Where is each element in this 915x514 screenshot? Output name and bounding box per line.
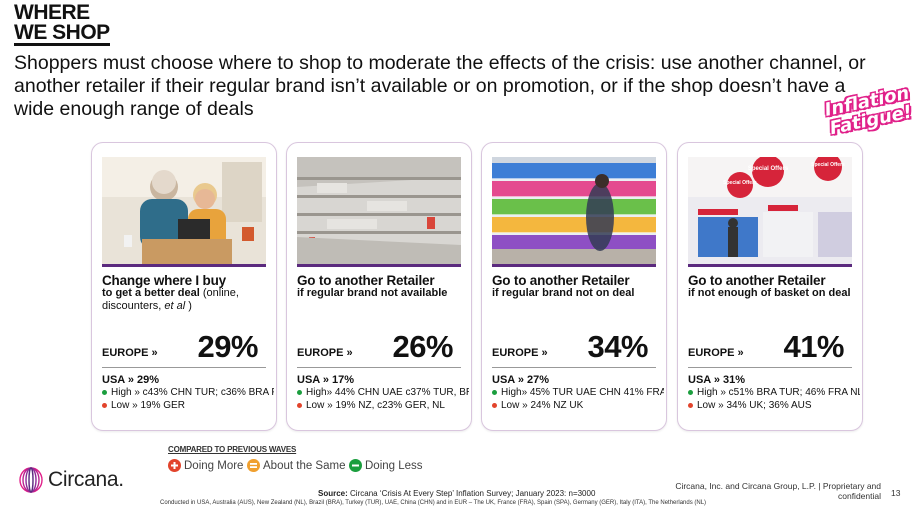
plus-icon [168,459,181,472]
card-subtitle-end: ) [185,300,192,312]
high-text: High» 44% CHN UAE c37% TUR, BRA [306,387,469,398]
card-title: Go to another Retailer [297,273,435,288]
card-divider [102,264,266,267]
europe-value: 29% [197,329,258,364]
usa-value: USA » 31% [688,374,746,386]
europe-label: EUROPE » [102,347,158,359]
low-text: Low » 19% GER [111,400,185,411]
minus-icon [349,459,362,472]
usa-value: USA » 17% [297,374,355,386]
red-dot-icon [102,402,107,408]
low-text: Low » 24% NZ UK [501,400,584,411]
card-subtitle: if not enough of basket on deal [688,287,858,300]
card-divider [688,264,852,267]
legend-doing-more: Doing More [168,459,243,472]
high-row: High » c43% CHN TUR; c36% BRA FR [102,387,274,399]
card-subtitle-bold: to get a better deal [102,287,200,299]
card-divider [492,264,656,267]
high-row: High » c51% BRA TUR; 46% FRA NL [688,387,860,399]
page-number: 13 [891,488,901,498]
circana-logo-mark-icon [19,467,43,493]
red-dot-icon [688,402,693,408]
high-text: High » c43% CHN TUR; c36% BRA FR [111,387,274,398]
source-note: Source: Circana ‘Crisis At Every Step’ I… [318,489,595,498]
proprietary-note: Circana, Inc. and Circana Group, L.P. | … [655,481,881,501]
legend-about-same: About the Same [247,459,345,472]
card-title: Change where I buy [102,273,226,288]
green-dot-icon [688,389,693,395]
card-subtitle-rest: (online, discounters, [102,287,239,312]
card-subtitle: to get a better deal (online, discounter… [102,287,272,313]
card-retailer-basket-on-deal: Special Offers Special Offers Special Of… [677,142,863,431]
green-dot-icon [102,389,107,395]
card-thin-divider [688,367,852,368]
low-text: Low » 19% NZ, c23% GER, NL [306,400,445,411]
card-retailer-brand-unavailable: Go to another Retailer if regular brand … [286,142,472,431]
usa-value: USA » 27% [492,374,550,386]
sign-text-special-offers: Special Offers [723,180,757,186]
card-subtitle-bold: if not enough of basket on deal [688,287,851,299]
sign-text-special-offers: Special Offers [748,166,789,172]
high-text: High» 45% TUR UAE CHN 41% FRA [501,387,664,398]
legend-doing-less: Doing Less [349,459,423,472]
low-row: Low » 19% NZ, c23% GER, NL [297,400,469,412]
europe-label: EUROPE » [492,347,548,359]
source-label: Source: [318,489,348,498]
europe-label: EUROPE » [688,347,744,359]
legend-less-label: Doing Less [365,459,423,472]
low-row: Low » 34% UK; 36% AUS [688,400,860,412]
card-subtitle-bold: if regular brand not on deal [492,287,635,299]
green-dot-icon [297,389,302,395]
legend-title: COMPARED TO PREVIOUS WAVES [168,445,297,454]
card-thin-divider [102,367,266,368]
legend-same-label: About the Same [263,459,346,472]
logo-wordmark: Circana. [48,468,124,491]
card-subtitle: if regular brand not on deal [492,287,662,300]
low-text: Low » 34% UK; 36% AUS [697,400,812,411]
card-thin-divider [297,367,461,368]
europe-value: 26% [392,329,453,364]
europe-value: 34% [587,329,648,364]
high-row: High» 45% TUR UAE CHN 41% FRA [492,387,664,399]
source-text: Circana ‘Crisis At Every Step’ Inflation… [347,489,596,498]
low-row: Low » 19% GER [102,400,274,412]
card-title: Go to another Retailer [688,273,826,288]
sign-text-special-offers: Special Offers [811,162,845,168]
card-thin-divider [492,367,656,368]
card-subtitle-italic: et al [164,300,186,312]
card-subtitle-bold: if regular brand not available [297,287,448,299]
europe-label: EUROPE » [297,347,353,359]
equals-icon [247,459,260,472]
photo-couple-laptop [102,157,266,264]
proprietary-line2: confidential [837,491,881,501]
section-label-line2: WE SHOP [14,21,110,46]
page-subtitle: Shoppers must choose where to shop to mo… [14,52,866,120]
card-divider [297,264,461,267]
high-row: High» 44% CHN UAE c37% TUR, BRA [297,387,469,399]
card-title: Go to another Retailer [492,273,630,288]
circana-logo: Circana. [18,466,124,494]
card-retailer-brand-not-on-deal: Go to another Retailer if regular brand … [481,142,667,431]
card-change-where-buy: Change where I buy to get a better deal … [91,142,277,431]
usa-value: USA » 29% [102,374,160,386]
photo-special-offers-store: Special Offers Special Offers Special Of… [688,157,852,264]
red-dot-icon [492,402,497,408]
proprietary-line1: Circana, Inc. and Circana Group, L.P. | … [675,481,881,491]
conducted-note: Conducted in USA, Australia (AUS), New Z… [160,500,707,506]
green-dot-icon [492,389,497,395]
europe-value: 41% [783,329,844,364]
red-dot-icon [297,402,302,408]
low-row: Low » 24% NZ UK [492,400,664,412]
legend-more-label: Doing More [184,459,244,472]
high-text: High » c51% BRA TUR; 46% FRA NL [697,387,860,398]
photo-shopping-aisle [492,157,656,264]
photo-empty-shelves [297,157,461,264]
card-subtitle: if regular brand not available [297,287,467,300]
section-label-line1: WHERE [14,1,90,24]
